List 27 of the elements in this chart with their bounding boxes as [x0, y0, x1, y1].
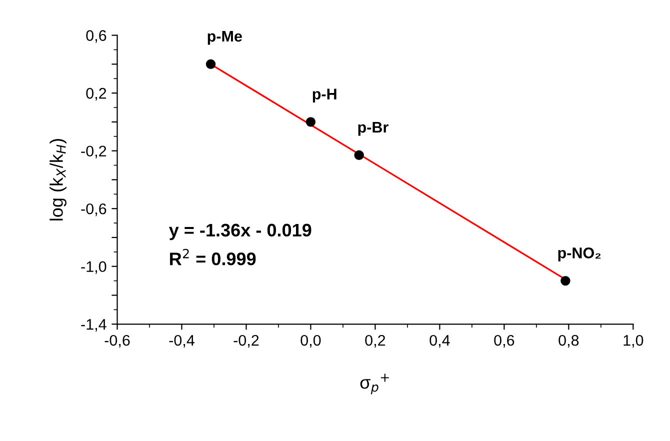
y-tick-label: -0,2 [81, 146, 106, 158]
point [560, 276, 570, 286]
y-tick-label: 0,6 [86, 30, 106, 43]
y-tick-label: -1,0 [81, 261, 106, 274]
x-tick-label: -0,4 [169, 334, 194, 348]
annotation: p-Br [358, 122, 388, 136]
x-tick-label: 1,0 [624, 334, 644, 348]
point [206, 59, 216, 70]
y-tick-label: -1,4 [81, 319, 106, 332]
x-tick-label: -0,2 [234, 334, 259, 348]
y-tick-label: -0,6 [81, 203, 106, 216]
point [306, 117, 316, 127]
x-tick-label: 0,8 [558, 334, 579, 348]
x-tick-label: 0,0 [300, 334, 321, 348]
y-tick-label: 0,2 [86, 88, 106, 101]
annotation: p-NO₂ [558, 248, 601, 262]
x-axis-title: σ$_{p}$$^{+}$ [360, 374, 389, 394]
annotation: R$^{2}$ = 0.999 [170, 248, 256, 266]
annotation: p-Me [208, 31, 242, 45]
annotation: y = -1.36x - 0.019 [168, 224, 312, 240]
point [354, 150, 364, 160]
y-axis-title: log (k$_{X}$/k$_{H}$) [50, 139, 66, 220]
x-tick-label: -0,6 [104, 334, 130, 348]
annotation: p-H [312, 88, 336, 102]
x-tick-label: 0,4 [430, 334, 450, 348]
x-tick-label: 0,2 [365, 334, 386, 348]
x-tick-label: 0,6 [494, 334, 514, 348]
